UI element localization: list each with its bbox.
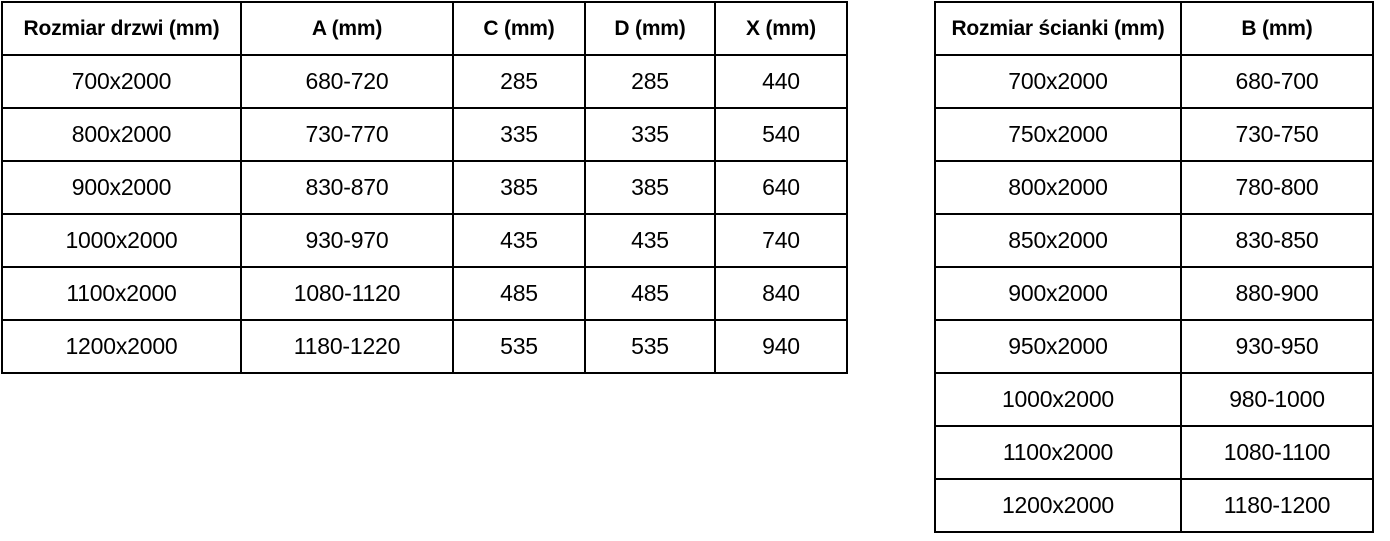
wall-cell-b: 680-700 [1180,54,1374,109]
door-column-header-x: X (mm) [714,1,848,56]
door-cell-x: 740 [714,213,848,268]
table-row: 1100x2000 1080-1100 [934,425,1374,480]
wall-cell-size: 700x2000 [934,54,1182,109]
wall-cell-size: 750x2000 [934,107,1182,162]
door-cell-c: 535 [452,319,586,374]
door-table-header-row: Rozmiar drzwi (mm) A (mm) C (mm) D (mm) … [1,1,848,56]
door-column-header-size: Rozmiar drzwi (mm) [1,1,242,56]
wall-cell-size: 950x2000 [934,319,1182,374]
door-cell-d: 385 [584,160,716,215]
door-column-header-d: D (mm) [584,1,716,56]
door-cell-size: 1100x2000 [1,266,242,321]
door-cell-a: 1180-1220 [240,319,454,374]
door-cell-a: 730-770 [240,107,454,162]
wall-column-header-b: B (mm) [1180,1,1374,56]
table-row: 1100x2000 1080-1120 485 485 840 [1,266,848,321]
door-cell-a: 680-720 [240,54,454,109]
table-row: 1000x2000 980-1000 [934,372,1374,427]
wall-cell-b: 830-850 [1180,213,1374,268]
wall-cell-size: 900x2000 [934,266,1182,321]
wall-cell-b: 880-900 [1180,266,1374,321]
wall-cell-b: 730-750 [1180,107,1374,162]
door-cell-d: 335 [584,107,716,162]
door-cell-size: 700x2000 [1,54,242,109]
door-column-header-a: A (mm) [240,1,454,56]
door-cell-c: 335 [452,107,586,162]
door-cell-c: 285 [452,54,586,109]
table-row: 750x2000 730-750 [934,107,1374,162]
wall-cell-size: 1000x2000 [934,372,1182,427]
door-cell-size: 900x2000 [1,160,242,215]
wall-cell-size: 1100x2000 [934,425,1182,480]
table-row: 900x2000 830-870 385 385 640 [1,160,848,215]
wall-cell-size: 850x2000 [934,213,1182,268]
door-cell-size: 1200x2000 [1,319,242,374]
wall-cell-size: 1200x2000 [934,478,1182,533]
table-row: 800x2000 780-800 [934,160,1374,215]
door-cell-size: 800x2000 [1,107,242,162]
door-cell-d: 435 [584,213,716,268]
door-cell-x: 440 [714,54,848,109]
door-cell-d: 285 [584,54,716,109]
door-cell-c: 385 [452,160,586,215]
table-row: 1000x2000 930-970 435 435 740 [1,213,848,268]
door-cell-x: 540 [714,107,848,162]
wall-cell-b: 1080-1100 [1180,425,1374,480]
door-cell-a: 930-970 [240,213,454,268]
wall-table-header-row: Rozmiar ścianki (mm) B (mm) [934,1,1374,56]
door-size-table: Rozmiar drzwi (mm) A (mm) C (mm) D (mm) … [1,1,848,374]
wall-cell-b: 930-950 [1180,319,1374,374]
wall-cell-b: 980-1000 [1180,372,1374,427]
table-row: 900x2000 880-900 [934,266,1374,321]
door-cell-a: 1080-1120 [240,266,454,321]
door-cell-c: 435 [452,213,586,268]
table-row: 850x2000 830-850 [934,213,1374,268]
wall-cell-b: 780-800 [1180,160,1374,215]
door-cell-x: 840 [714,266,848,321]
table-row: 1200x2000 1180-1220 535 535 940 [1,319,848,374]
table-row: 800x2000 730-770 335 335 540 [1,107,848,162]
table-row: 950x2000 930-950 [934,319,1374,374]
door-cell-size: 1000x2000 [1,213,242,268]
door-cell-x: 640 [714,160,848,215]
door-column-header-c: C (mm) [452,1,586,56]
door-cell-x: 940 [714,319,848,374]
table-row: 1200x2000 1180-1200 [934,478,1374,533]
door-cell-a: 830-870 [240,160,454,215]
door-cell-c: 485 [452,266,586,321]
door-cell-d: 535 [584,319,716,374]
wall-column-header-size: Rozmiar ścianki (mm) [934,1,1182,56]
wall-panel-size-table: Rozmiar ścianki (mm) B (mm) 700x2000 680… [934,1,1374,533]
table-row: 700x2000 680-720 285 285 440 [1,54,848,109]
wall-cell-size: 800x2000 [934,160,1182,215]
door-cell-d: 485 [584,266,716,321]
table-row: 700x2000 680-700 [934,54,1374,109]
wall-cell-b: 1180-1200 [1180,478,1374,533]
